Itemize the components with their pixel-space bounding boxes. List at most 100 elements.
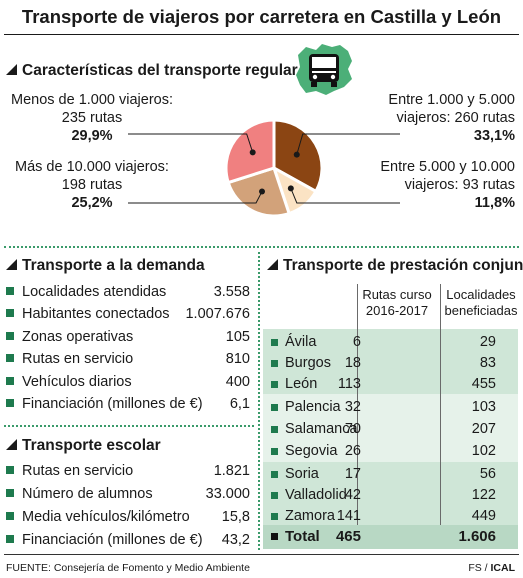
bus-icon	[309, 54, 339, 87]
section-divider	[4, 246, 519, 248]
pie-label-line: viajeros: 260 rutas	[396, 110, 515, 126]
table-row: Soria 17 56	[263, 463, 518, 486]
item-label: Número de alumnos	[22, 486, 153, 502]
bullet-icon	[6, 309, 14, 318]
table-col-divider	[440, 284, 441, 549]
table-row: Ávila 6 29	[263, 331, 518, 354]
bullet-icon	[271, 404, 278, 411]
pie-label-line: Más de 10.000 viajeros:	[15, 159, 169, 175]
pie-label-5000-10000: Entre 5.000 y 10.000 viajeros: 93 rutas …	[355, 158, 515, 212]
province-name: Salamanca	[285, 421, 358, 437]
pie-leader-line	[296, 133, 400, 155]
rutas-value: 26	[344, 443, 361, 459]
item-value: 1.821	[213, 463, 250, 479]
pie-chart	[128, 118, 400, 218]
localidades-value: 29	[479, 334, 496, 350]
item-label: Media vehículos/kilómetro	[22, 509, 190, 525]
rutas-value: 70	[344, 421, 361, 437]
item-label: Habitantes conectados	[22, 306, 170, 323]
item-value: 1.007.676	[185, 306, 250, 323]
escolar-heading-text: Transporte escolar	[22, 437, 161, 454]
pie-label-pct: 29,9%	[71, 128, 113, 144]
pie-leader-dot	[259, 188, 266, 195]
pie-label-menos-1000: Menos de 1.000 viajeros: 235 rutas 29,9%	[0, 91, 184, 145]
localidades-value: 455	[471, 376, 496, 392]
bullet-icon	[271, 339, 278, 346]
bullet-icon	[6, 331, 14, 340]
pie-label-line: Menos de 1.000 viajeros:	[10, 92, 173, 108]
bullet-icon	[6, 535, 14, 543]
column-divider	[258, 252, 260, 550]
pie-label-1000-5000: Entre 1.000 y 5.000 viajeros: 260 rutas …	[355, 91, 515, 145]
total-localidades: 1.606	[458, 528, 496, 545]
item-value: 33.000	[205, 486, 250, 502]
pie-leader-dot	[287, 185, 294, 192]
item-value: 15,8	[221, 509, 250, 525]
table-row: Burgos 18 83	[263, 352, 518, 375]
item-label: Zonas operativas	[22, 328, 134, 345]
province-name: Burgos	[285, 355, 331, 371]
conjunta-heading-text: Transporte de prestación conjunta	[283, 257, 523, 274]
bullet-icon	[271, 381, 278, 388]
bullet-icon	[6, 466, 14, 474]
item-label: Localidades atendidas	[22, 284, 167, 300]
table-col-divider	[357, 284, 358, 549]
bullet-icon	[271, 360, 278, 367]
list-item: Financiación (millones de €) 6,1	[6, 394, 250, 414]
item-value: 43,2	[221, 532, 250, 548]
table-row: León 113 455	[263, 373, 518, 396]
item-value: 6,1	[229, 396, 250, 412]
col-header-localidades: Localidades beneficiadas	[440, 287, 522, 319]
item-label: Rutas en servicio	[22, 351, 134, 368]
table-row: Segovia 26 102	[263, 440, 518, 463]
bullet-icon	[271, 426, 278, 433]
total-rutas: 465	[335, 528, 361, 545]
province-name: Soria	[285, 466, 319, 482]
table-row: Palencia 32 103	[263, 396, 518, 419]
bullet-icon	[6, 287, 14, 295]
list-item: Media vehículos/kilómetro 15,8	[6, 507, 250, 527]
demanda-heading-text: Transporte a la demanda	[22, 257, 205, 274]
localidades-value: 122	[471, 487, 496, 503]
rutas-value: 141	[336, 508, 361, 524]
item-value: 810	[225, 351, 250, 368]
province-name: León	[285, 376, 318, 392]
list-item: Vehículos diarios 400	[6, 372, 250, 392]
bullet-icon	[6, 399, 14, 407]
localidades-value: 83	[479, 355, 496, 371]
pie-label-mas-10000: Más de 10.000 viajeros: 198 rutas 25,2%	[0, 158, 184, 212]
item-label: Vehículos diarios	[22, 373, 132, 390]
list-item: Zonas operativas 105	[6, 327, 250, 347]
table-row: Zamora 141 449	[263, 505, 518, 528]
bullet-icon	[271, 471, 278, 478]
bottom-rule	[4, 554, 519, 555]
pie-label-pct: 33,1%	[473, 128, 515, 144]
pie-leader-line	[128, 191, 263, 204]
list-item: Rutas en servicio 1.821	[6, 461, 250, 481]
credit: FS / ICAL	[468, 562, 515, 574]
triangle-bullet-icon	[267, 259, 278, 270]
table-row: Salamanca 70 207	[263, 418, 518, 441]
localidades-value: 103	[471, 399, 496, 415]
credit-agency: ICAL	[490, 562, 516, 574]
pie-label-line: Entre 5.000 y 10.000	[380, 159, 515, 175]
rutas-value: 42	[344, 487, 361, 503]
table-band	[263, 329, 518, 394]
pie-label-pct: 11,8%	[474, 195, 515, 211]
province-name: Ávila	[285, 334, 317, 350]
subsection-divider	[4, 425, 254, 427]
pie-label-line: 198 rutas	[61, 177, 123, 193]
table-band	[263, 394, 518, 462]
regular-heading-text: Características del transporte regular	[22, 62, 298, 79]
localidades-value: 207	[471, 421, 496, 437]
localidades-value: 449	[471, 508, 496, 524]
list-item: Número de alumnos 33.000	[6, 484, 250, 504]
demanda-heading: Transporte a la demanda	[6, 257, 205, 275]
triangle-bullet-icon	[6, 259, 17, 270]
col-header-line: Rutas curso	[362, 287, 432, 302]
castilla-leon-map-icon	[296, 44, 352, 95]
province-name: Valladolid	[285, 487, 347, 503]
credit-prefix: FS /	[468, 562, 491, 574]
province-name: Palencia	[285, 399, 341, 415]
bullet-icon	[271, 492, 278, 499]
